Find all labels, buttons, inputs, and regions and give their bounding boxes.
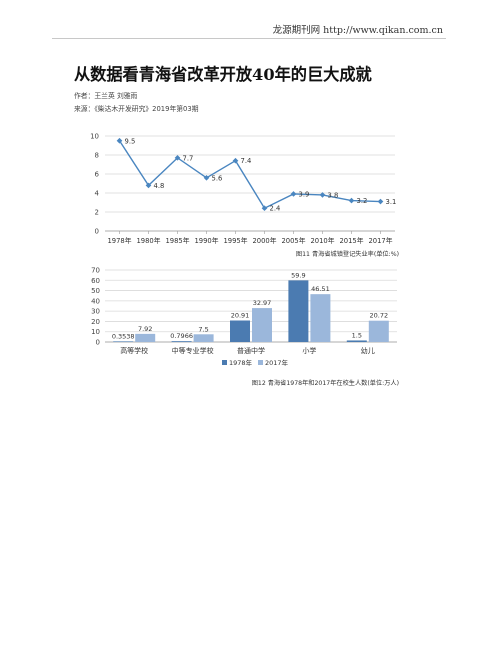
data-point xyxy=(290,191,297,197)
data-label: 7.7 xyxy=(183,154,194,162)
x-tick-label: 幼儿 xyxy=(361,346,375,355)
bar-value-label: 1.5 xyxy=(352,331,362,339)
x-tick-label: 2015年 xyxy=(339,236,363,245)
chart-caption: 图12 青海省1978年和2017年在校生人数(单位:万人) xyxy=(252,379,399,387)
y-tick-label: 0 xyxy=(96,339,100,347)
source-line: 来源：《柴达木开发研究》2019年第03期 xyxy=(74,105,199,113)
bar xyxy=(230,320,250,342)
y-tick-label: 30 xyxy=(91,308,100,316)
data-label: 5.6 xyxy=(212,174,223,182)
legend-label: 1978年 xyxy=(229,358,253,367)
legend-swatch xyxy=(222,360,227,365)
data-label: 9.5 xyxy=(125,137,136,145)
data-label: 3.2 xyxy=(357,197,368,205)
unemployment-rate-chart: 0 2 4 6 8 10 1978年 1980年 1985年 1990年 1995年 2000年 200… xyxy=(90,133,399,259)
data-point xyxy=(348,197,355,204)
chart-caption: 图11 青海省城镇登记失业率(单位:%) xyxy=(296,250,399,258)
bar xyxy=(171,341,192,342)
bar-value-label: 59.9 xyxy=(291,271,305,279)
x-tick-label: 中等专业学校 xyxy=(172,346,214,355)
data-label: 4.8 xyxy=(154,182,165,190)
y-tick-label: 2 xyxy=(95,209,99,217)
data-point xyxy=(261,205,268,212)
bar xyxy=(288,280,309,342)
bar-value-label: 20.72 xyxy=(369,312,388,320)
bar xyxy=(113,341,134,342)
data-point xyxy=(319,192,326,198)
data-label: 3.9 xyxy=(299,190,310,198)
bar xyxy=(193,334,214,342)
x-tick-label: 1980年 xyxy=(136,236,160,245)
y-tick-label: 20 xyxy=(91,318,100,326)
x-tick-label: 高等学校 xyxy=(120,346,148,355)
x-tick-label: 2000年 xyxy=(252,236,276,245)
x-tick-label: 2005年 xyxy=(281,236,305,245)
article-title: 从数据看青海省改革开放40年的巨大成就 xyxy=(74,65,372,84)
x-tick-label: 小学 xyxy=(302,346,316,355)
bar xyxy=(310,294,331,342)
bar xyxy=(346,340,367,342)
y-tick-label: 50 xyxy=(91,287,100,295)
header-divider xyxy=(52,38,446,39)
bar xyxy=(135,333,156,342)
site-header[interactable]: 龙源期刊网 http://www.qikan.com.cn xyxy=(272,25,443,36)
bar-value-label: 20.91 xyxy=(231,311,250,319)
data-label: 2.4 xyxy=(270,205,281,213)
bar-value-label: 7.92 xyxy=(138,325,152,333)
data-label: 3.8 xyxy=(328,191,339,199)
bar xyxy=(252,308,272,342)
bar-value-label: 0.3538 xyxy=(112,332,135,340)
y-tick-label: 60 xyxy=(91,277,100,285)
legend-swatch xyxy=(258,360,263,365)
y-tick-label: 6 xyxy=(95,171,100,179)
data-label: 7.4 xyxy=(241,157,252,165)
x-tick-label: 1985年 xyxy=(165,236,189,245)
y-tick-label: 0 xyxy=(95,228,99,236)
y-tick-label: 10 xyxy=(90,133,99,141)
x-tick-label: 2010年 xyxy=(310,236,334,245)
y-tick-label: 8 xyxy=(95,152,99,160)
data-label: 3.1 xyxy=(386,198,397,206)
data-point xyxy=(377,198,384,205)
x-tick-label: 普通中学 xyxy=(237,346,265,355)
data-point xyxy=(145,182,152,189)
legend-label: 2017年 xyxy=(265,358,289,367)
y-tick-label: 40 xyxy=(91,297,100,305)
y-tick-label: 70 xyxy=(91,267,100,275)
x-tick-label: 1978年 xyxy=(107,236,131,245)
x-tick-label: 1995年 xyxy=(223,236,247,245)
bar xyxy=(368,320,389,342)
bar-value-label: 7.5 xyxy=(198,325,208,333)
bar-value-label: 0.7966 xyxy=(170,332,193,340)
bar-value-label: 32.97 xyxy=(253,299,272,307)
series-line xyxy=(118,140,381,210)
y-tick-label: 10 xyxy=(91,328,100,336)
bar-value-label: 46.51 xyxy=(311,285,330,293)
author-line: 作者：王兰英 刘雅雨 xyxy=(74,92,138,100)
y-tick-label: 4 xyxy=(95,190,100,198)
x-tick-label: 2017年 xyxy=(368,236,392,245)
x-tick-label: 1990年 xyxy=(194,236,218,245)
